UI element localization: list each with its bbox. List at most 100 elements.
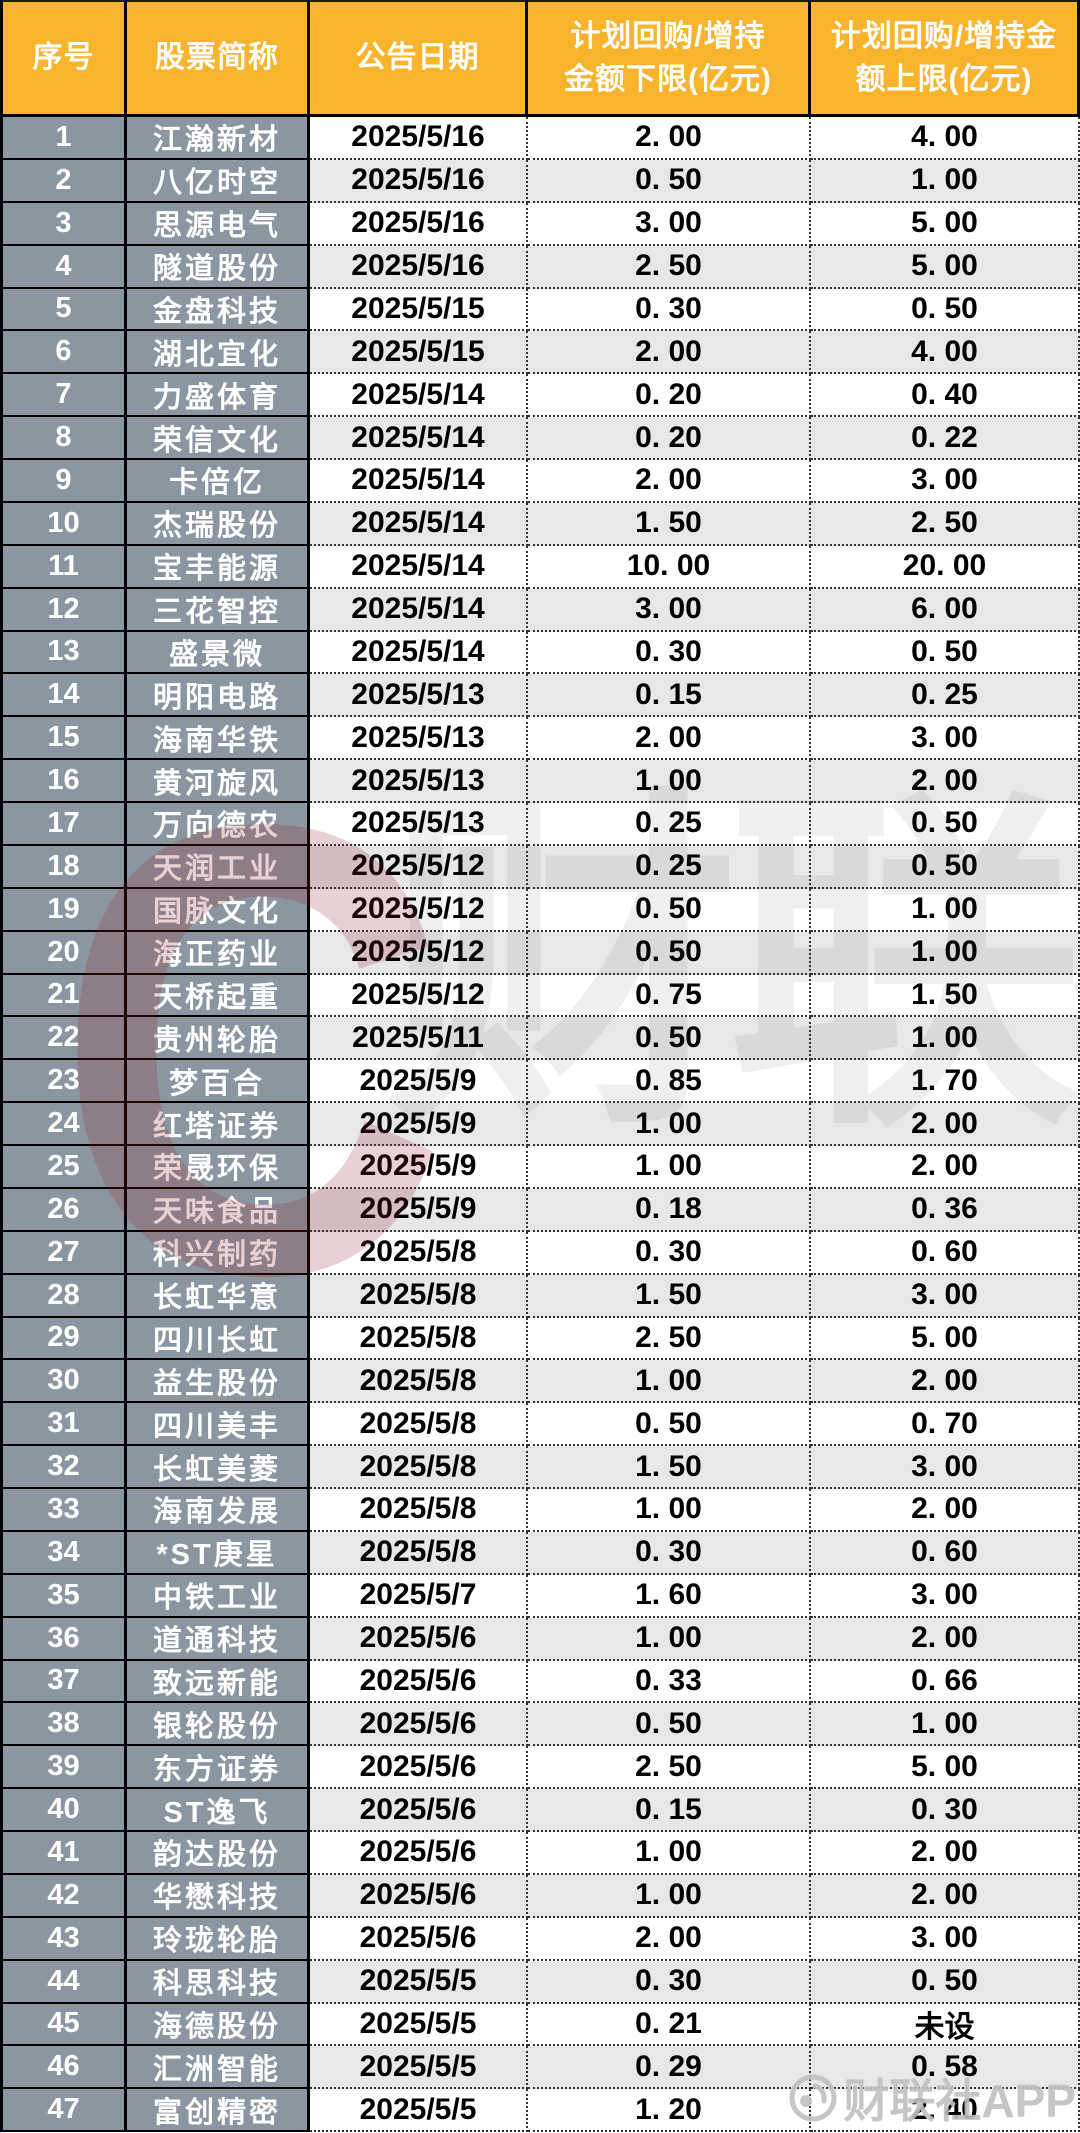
- min-amount-cell: 0. 21: [528, 2003, 811, 2047]
- min-amount-cell: 0. 18: [528, 1188, 811, 1232]
- max-amount-cell: 2. 00: [811, 760, 1080, 803]
- index-cell: 22: [0, 1017, 127, 1061]
- max-amount-cell: 0. 50: [811, 803, 1080, 846]
- min-amount-cell: 3. 00: [528, 202, 811, 246]
- max-amount-cell: 5. 00: [811, 1317, 1080, 1361]
- table-row: 36 道通科技 2025/5/6 1. 00 2. 00: [0, 1617, 1080, 1661]
- date-cell: 2025/5/6: [310, 1746, 528, 1790]
- table-row: 2 八亿时空 2025/5/16 0. 50 1. 00: [0, 159, 1080, 203]
- index-cell: 17: [0, 803, 127, 846]
- table-row: 28 长虹华意 2025/5/8 1. 50 3. 00: [0, 1274, 1080, 1318]
- stock-name-cell: *ST庚星: [127, 1531, 310, 1575]
- stock-name-cell: 荣晟环保: [127, 1146, 310, 1189]
- table-row: 19 国脉文化 2025/5/12 0. 50 1. 00: [0, 888, 1080, 932]
- index-cell: 29: [0, 1317, 127, 1361]
- index-cell: 39: [0, 1746, 127, 1790]
- stock-name-cell: 宝丰能源: [127, 545, 310, 589]
- min-amount-cell: 1. 00: [528, 1617, 811, 1661]
- date-cell: 2025/5/8: [310, 1231, 528, 1275]
- max-amount-cell: 2. 50: [811, 502, 1080, 546]
- date-cell: 2025/5/16: [310, 245, 528, 289]
- max-amount-cell: 2. 00: [811, 1360, 1080, 1404]
- index-cell: 42: [0, 1874, 127, 1918]
- min-amount-cell: 1. 00: [528, 1874, 811, 1918]
- date-cell: 2025/5/16: [310, 117, 528, 160]
- table-row: 7 力盛体育 2025/5/14 0. 20 0. 40: [0, 374, 1080, 418]
- index-cell: 24: [0, 1103, 127, 1146]
- table-row: 3 思源电气 2025/5/16 3. 00 5. 00: [0, 202, 1080, 246]
- index-cell: 46: [0, 2046, 127, 2090]
- index-cell: 26: [0, 1188, 127, 1232]
- date-cell: 2025/5/8: [310, 1489, 528, 1532]
- stock-name-cell: 隧道股份: [127, 245, 310, 289]
- table-row: 20 海正药业 2025/5/12 0. 50 1. 00: [0, 931, 1080, 975]
- stock-name-cell: 富创精密: [127, 2089, 310, 2133]
- index-cell: 44: [0, 1960, 127, 2004]
- table-row: 34 *ST庚星 2025/5/8 0. 30 0. 60: [0, 1531, 1080, 1575]
- index-cell: 3: [0, 202, 127, 246]
- stock-name-cell: 八亿时空: [127, 159, 310, 203]
- header-index: 序号: [0, 0, 127, 117]
- index-cell: 28: [0, 1274, 127, 1318]
- index-cell: 11: [0, 545, 127, 589]
- min-amount-cell: 1. 50: [528, 502, 811, 546]
- max-amount-cell: 1. 00: [811, 1703, 1080, 1747]
- date-cell: 2025/5/8: [310, 1446, 528, 1489]
- index-cell: 40: [0, 1789, 127, 1832]
- max-amount-cell: 1. 00: [811, 1017, 1080, 1061]
- table-row: 21 天桥起重 2025/5/12 0. 75 1. 50: [0, 974, 1080, 1018]
- index-cell: 38: [0, 1703, 127, 1747]
- stock-name-cell: 科兴制药: [127, 1231, 310, 1275]
- index-cell: 14: [0, 674, 127, 718]
- min-amount-cell: 0. 15: [528, 674, 811, 718]
- table-row: 6 湖北宜化 2025/5/15 2. 00 4. 00: [0, 331, 1080, 375]
- max-amount-cell: 0. 22: [811, 417, 1080, 460]
- min-amount-cell: 0. 20: [528, 417, 811, 460]
- stock-name-cell: 长虹华意: [127, 1274, 310, 1318]
- min-amount-cell: 1. 50: [528, 1446, 811, 1489]
- date-cell: 2025/5/14: [310, 545, 528, 589]
- table-row: 14 明阳电路 2025/5/13 0. 15 0. 25: [0, 674, 1080, 718]
- stock-name-cell: 四川美丰: [127, 1403, 310, 1447]
- date-cell: 2025/5/16: [310, 202, 528, 246]
- table-body: 1 江瀚新材 2025/5/16 2. 00 4. 00 2 八亿时空 2025/5/16 0.…: [0, 117, 1080, 2133]
- index-cell: 16: [0, 760, 127, 803]
- table-row: 8 荣信文化 2025/5/14 0. 20 0. 22: [0, 417, 1080, 460]
- date-cell: 2025/5/6: [310, 1874, 528, 1918]
- stock-name-cell: 金盘科技: [127, 288, 310, 332]
- min-amount-cell: 2. 00: [528, 331, 811, 375]
- table-row: 32 长虹美菱 2025/5/8 1. 50 3. 00: [0, 1446, 1080, 1489]
- stock-name-cell: 国脉文化: [127, 888, 310, 932]
- max-amount-cell: 4. 00: [811, 117, 1080, 160]
- max-amount-cell: 0. 60: [811, 1531, 1080, 1575]
- min-amount-cell: 0. 50: [528, 159, 811, 203]
- min-amount-cell: 0. 25: [528, 803, 811, 846]
- stock-name-cell: 湖北宜化: [127, 331, 310, 375]
- table-row: 24 红塔证券 2025/5/9 1. 00 2. 00: [0, 1103, 1080, 1146]
- max-amount-cell: 2. 00: [811, 1489, 1080, 1532]
- min-amount-cell: 0. 15: [528, 1789, 811, 1832]
- table-row: 29 四川长虹 2025/5/8 2. 50 5. 00: [0, 1317, 1080, 1361]
- date-cell: 2025/5/14: [310, 588, 528, 632]
- index-cell: 31: [0, 1403, 127, 1447]
- index-cell: 36: [0, 1617, 127, 1661]
- max-amount-cell: 3. 00: [811, 460, 1080, 503]
- index-cell: 25: [0, 1146, 127, 1189]
- max-amount-cell: 0. 50: [811, 1960, 1080, 2004]
- min-amount-cell: 1. 00: [528, 1489, 811, 1532]
- index-cell: 7: [0, 374, 127, 418]
- stock-name-cell: 天润工业: [127, 845, 310, 889]
- index-cell: 10: [0, 502, 127, 546]
- table-row: 42 华懋科技 2025/5/6 1. 00 2. 00: [0, 1874, 1080, 1918]
- stock-name-cell: 贵州轮胎: [127, 1017, 310, 1061]
- table-row: 39 东方证券 2025/5/6 2. 50 5. 00: [0, 1746, 1080, 1790]
- table-row: 13 盛景微 2025/5/14 0. 30 0. 50: [0, 631, 1080, 675]
- min-amount-cell: 1. 60: [528, 1574, 811, 1618]
- date-cell: 2025/5/15: [310, 288, 528, 332]
- date-cell: 2025/5/6: [310, 1917, 528, 1961]
- date-cell: 2025/5/13: [310, 803, 528, 846]
- table-row: 38 银轮股份 2025/5/6 0. 50 1. 00: [0, 1703, 1080, 1747]
- stock-name-cell: 海正药业: [127, 931, 310, 975]
- max-amount-cell: 5. 00: [811, 202, 1080, 246]
